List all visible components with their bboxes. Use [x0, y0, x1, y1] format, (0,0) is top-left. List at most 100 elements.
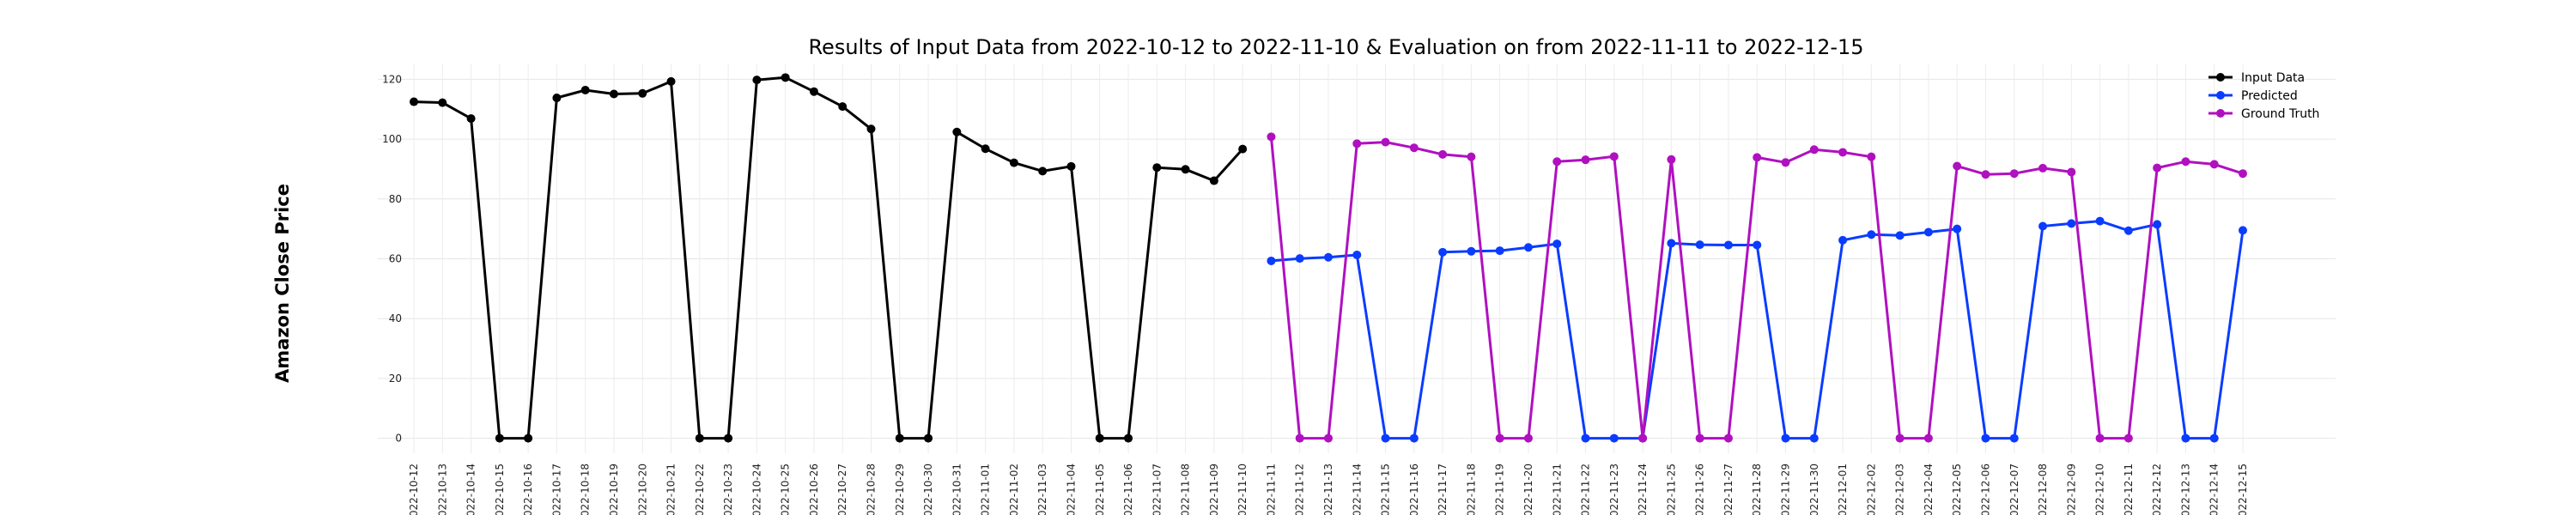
data-point: [2181, 433, 2190, 443]
x-tick-label: 2022-11-28: [1751, 464, 1763, 515]
x-tick-label: 2022-11-05: [1094, 464, 1106, 515]
y-tick-label: 60: [389, 253, 402, 265]
data-point: [1781, 433, 1790, 443]
x-tick-label: 2022-10-31: [951, 464, 963, 515]
grid: [378, 64, 2336, 453]
data-point: [1723, 433, 1733, 443]
x-tick-label: 2022-12-01: [1837, 464, 1849, 515]
data-point: [1838, 235, 1848, 245]
x-tick-label: 2022-10-29: [894, 464, 906, 515]
x-tick-label: 2022-11-15: [1380, 464, 1392, 515]
x-tick-label: 2022-10-16: [522, 464, 534, 515]
data-point: [1095, 433, 1104, 443]
data-point: [924, 433, 933, 443]
x-tick-label: 2022-11-25: [1665, 464, 1677, 515]
data-point: [1467, 246, 1476, 256]
x-tick-label: 2022-12-08: [2037, 464, 2049, 515]
data-point: [1495, 433, 1504, 443]
data-point: [809, 87, 818, 96]
x-tick-label: 2022-11-22: [1580, 464, 1592, 515]
data-point: [495, 433, 504, 443]
x-tick-label: 2022-11-01: [980, 464, 992, 515]
x-tick-label: 2022-12-12: [2151, 464, 2163, 515]
data-point: [1438, 247, 1448, 257]
data-point: [1895, 433, 1905, 443]
x-tick-label: 2022-11-24: [1637, 464, 1649, 515]
x-tick-label: 2022-12-09: [2065, 464, 2077, 515]
data-point: [1923, 433, 1933, 443]
x-tick-label: 2022-11-14: [1351, 464, 1363, 515]
legend-item: Predicted: [2208, 89, 2298, 103]
data-point: [2209, 160, 2219, 169]
x-tick-label: 2022-11-06: [1122, 464, 1134, 515]
data-point: [1181, 165, 1190, 174]
data-point: [1295, 433, 1304, 443]
x-tick-label: 2022-10-12: [408, 464, 420, 515]
data-point: [438, 98, 447, 107]
x-tick-label: 2022-11-29: [1780, 464, 1792, 515]
data-point: [1009, 158, 1018, 167]
x-tick-label: 2022-10-19: [608, 464, 620, 515]
series-ground-truth: [1267, 132, 2247, 443]
data-point: [1581, 433, 1590, 443]
data-point: [2239, 169, 2247, 179]
x-tick-label: 2022-12-15: [2237, 464, 2249, 515]
y-tick-label: 120: [382, 73, 402, 85]
x-tick-label: 2022-12-05: [1951, 464, 1963, 515]
x-tick-label: 2022-11-19: [1494, 464, 1506, 515]
data-point: [1609, 433, 1619, 443]
legend-label: Input Data: [2241, 71, 2305, 85]
x-tick-label: 2022-12-11: [2123, 464, 2135, 515]
data-point: [2095, 216, 2105, 226]
legend-marker: [2216, 109, 2225, 118]
data-point: [1667, 239, 1676, 248]
y-tick-label: 0: [395, 433, 402, 445]
x-tick-label: 2022-12-13: [2179, 464, 2191, 515]
data-point: [410, 97, 418, 106]
data-point: [1324, 433, 1333, 443]
chart-title: Results of Input Data from 2022-10-12 to…: [808, 35, 1863, 59]
data-point: [2038, 221, 2048, 231]
data-point: [552, 94, 562, 103]
data-point: [609, 89, 618, 99]
data-point: [1066, 161, 1076, 171]
x-tick-label: 2022-11-26: [1694, 464, 1706, 515]
data-point: [1038, 167, 1048, 176]
data-point: [1753, 153, 1762, 162]
x-tick-label: 2022-12-06: [1979, 464, 1991, 515]
data-point: [2067, 167, 2076, 177]
x-tick-label: 2022-11-16: [1408, 464, 1420, 515]
data-point: [2009, 433, 2019, 443]
x-tick-label: 2022-10-15: [494, 464, 506, 515]
x-tick-label: 2022-11-08: [1180, 464, 1192, 515]
data-point: [1267, 256, 1276, 265]
x-tick-label: 2022-10-24: [750, 464, 762, 515]
x-axis-ticks: 2022-10-12 2022-10-13 2022-10-14 2022-10-15…: [408, 464, 2249, 515]
x-tick-label: 2022-10-14: [465, 464, 477, 515]
x-tick-label: 2022-11-20: [1522, 464, 1534, 515]
data-point: [1324, 252, 1333, 262]
x-tick-label: 2022-11-09: [1208, 464, 1220, 515]
data-point: [838, 102, 848, 112]
data-point: [1638, 433, 1648, 443]
data-point: [1838, 148, 1848, 157]
data-point: [1352, 250, 1362, 259]
data-point: [1923, 227, 1933, 237]
y-tick-label: 80: [389, 193, 402, 205]
data-point: [1609, 152, 1619, 161]
x-tick-label: 2022-10-25: [780, 464, 792, 515]
legend-label: Ground Truth: [2241, 107, 2319, 121]
legend-item: Input Data: [2208, 71, 2305, 85]
y-axis-ticks: 0 20 40 60 80 100 120: [382, 73, 402, 444]
y-tick-label: 20: [389, 373, 402, 385]
data-point: [1381, 137, 1390, 147]
data-point: [1467, 152, 1476, 161]
data-point: [1152, 163, 1162, 173]
data-point: [1381, 433, 1390, 443]
data-point: [1867, 152, 1876, 161]
data-point: [1267, 132, 1276, 142]
x-tick-label: 2022-12-10: [2094, 464, 2106, 515]
data-point: [2209, 433, 2219, 443]
data-point: [1409, 143, 1419, 153]
